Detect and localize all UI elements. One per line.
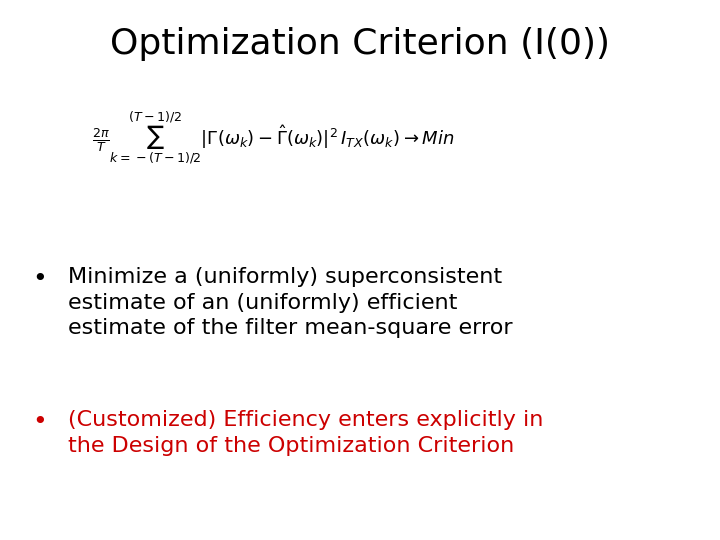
Text: •: • [32, 410, 47, 434]
Text: Optimization Criterion (I(0)): Optimization Criterion (I(0)) [110, 27, 610, 61]
Text: Minimize a (uniformly) superconsistent
estimate of an (uniformly) efficient
esti: Minimize a (uniformly) superconsistent e… [68, 267, 513, 339]
Text: •: • [32, 267, 47, 291]
Text: (Customized) Efficiency enters explicitly in
the Design of the Optimization Crit: (Customized) Efficiency enters explicitl… [68, 410, 544, 456]
Text: $\frac{2\pi}{T} \sum_{k=-(T-1)/2}^{(T-1)/2} |\Gamma(\omega_k) - \hat{\Gamma}(\om: $\frac{2\pi}{T} \sum_{k=-(T-1)/2}^{(T-1)… [92, 109, 455, 166]
